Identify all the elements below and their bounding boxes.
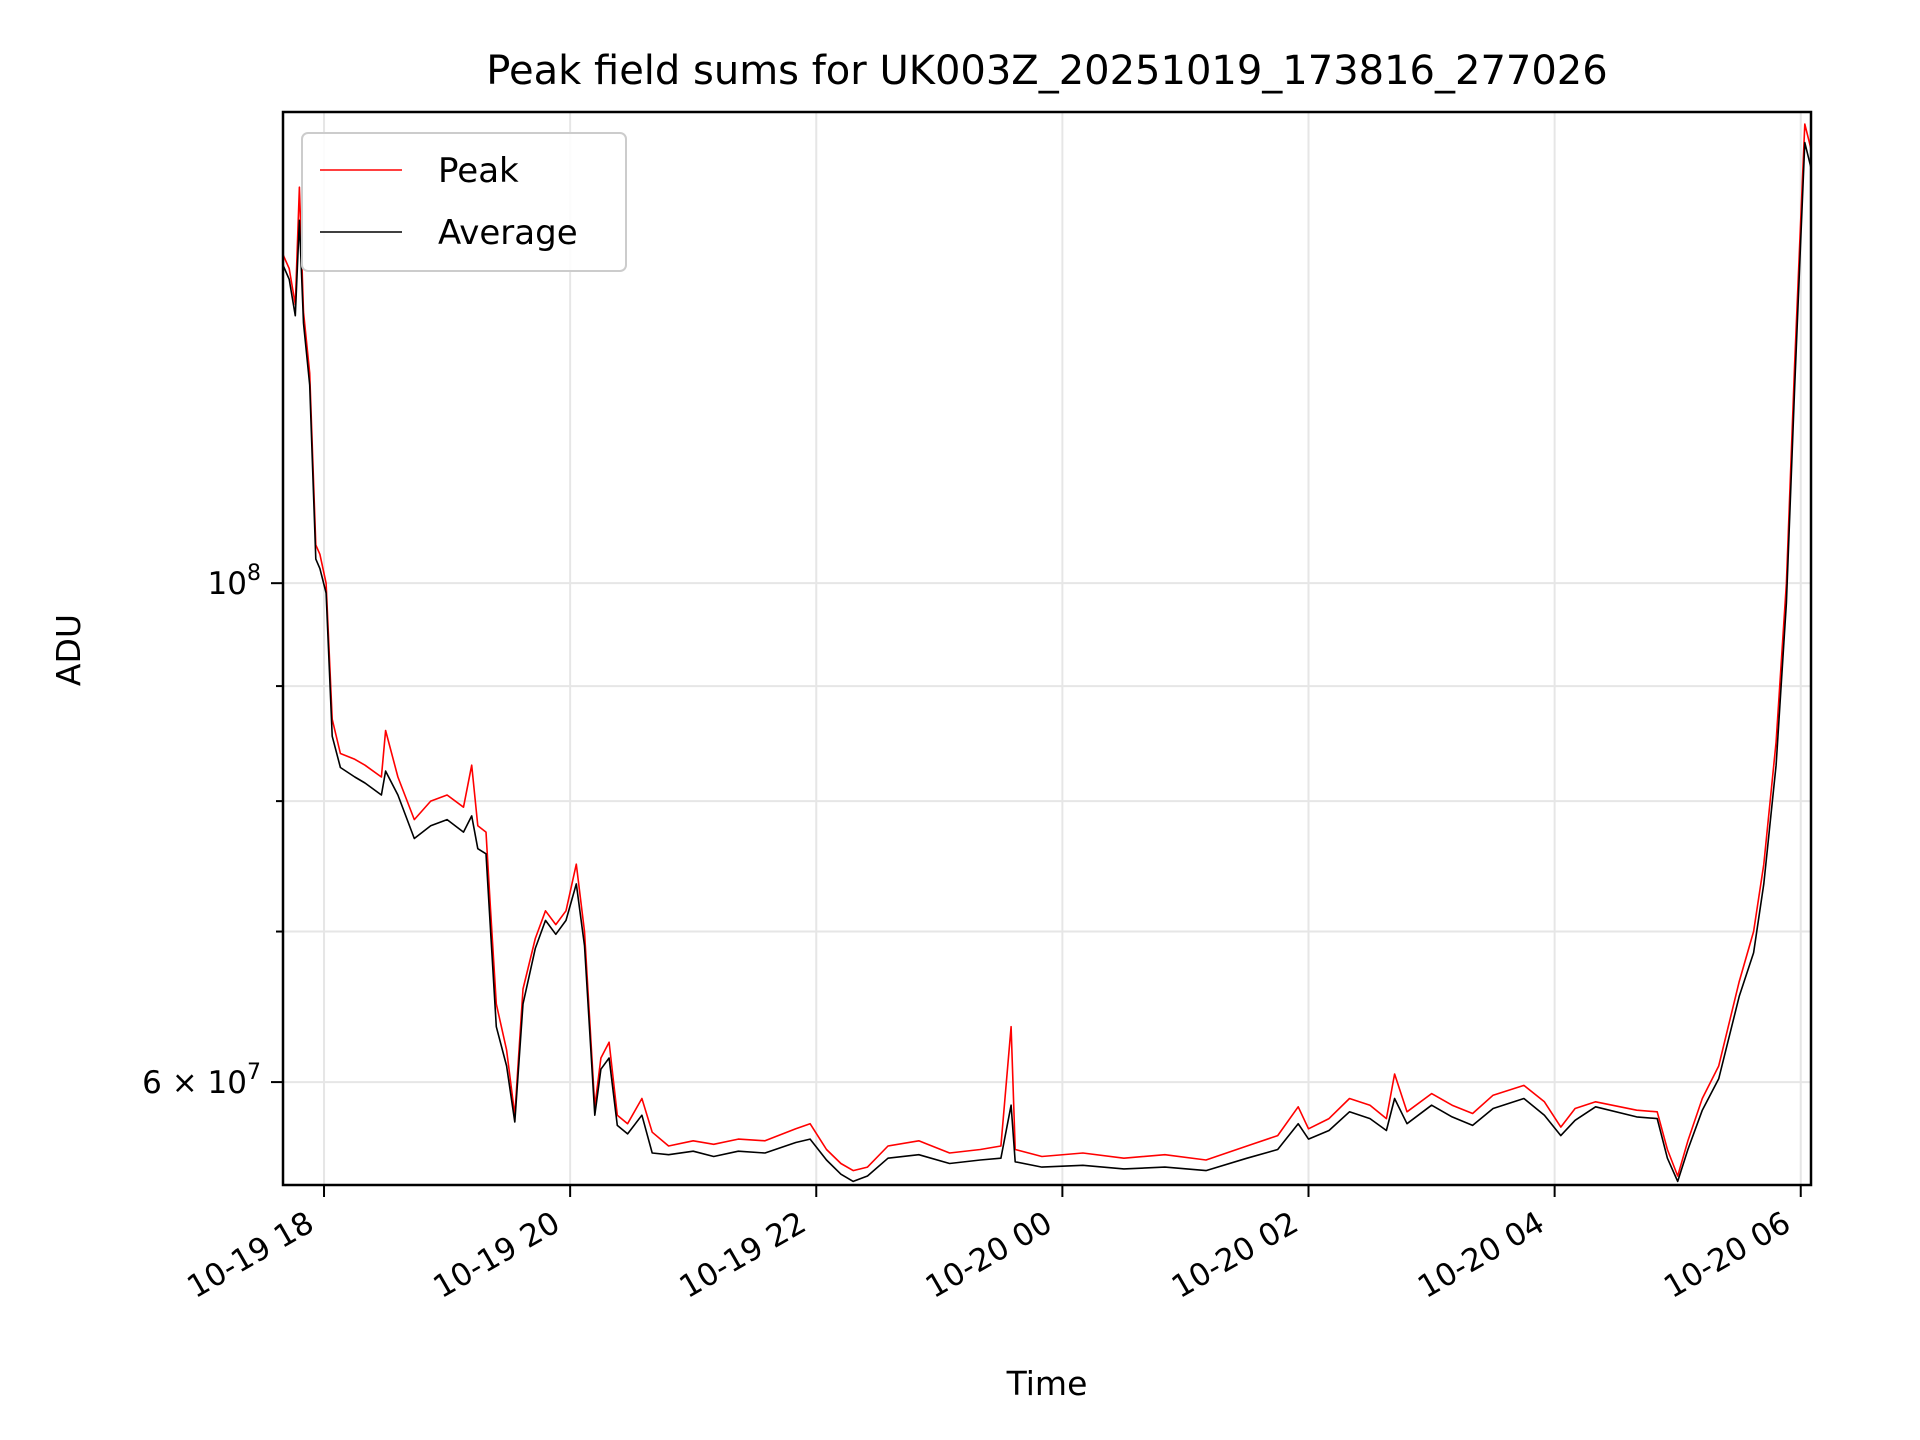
y-tick-label-exponent: 8 [247,561,261,586]
plot-area [283,123,1811,1183]
y-tick-label-base: 6 × 10 [142,1065,247,1101]
legend-box [301,132,627,272]
legend-label-peak: Peak [438,151,519,191]
axes-frame [281,110,1813,1187]
legend: Peak Average [301,132,627,272]
y-tick-label-exponent: 7 [247,1060,261,1085]
y-tick-label-base: 10 [208,566,247,602]
chart-title: Peak field sums for UK003Z_20251019_1738… [486,48,1607,94]
legend-label-average: Average [438,213,578,253]
series-line-peak [283,123,1811,1177]
y-axis-label: ADU [49,614,88,686]
series-layer [283,123,1811,1183]
y-axis: 6 × 107 108 [142,561,283,1101]
y-tick-label: 6 × 107 [142,1060,261,1101]
y-tick-label: 108 [208,561,261,602]
x-axis-label: Time [1006,1364,1088,1403]
series-line-average [283,141,1811,1183]
